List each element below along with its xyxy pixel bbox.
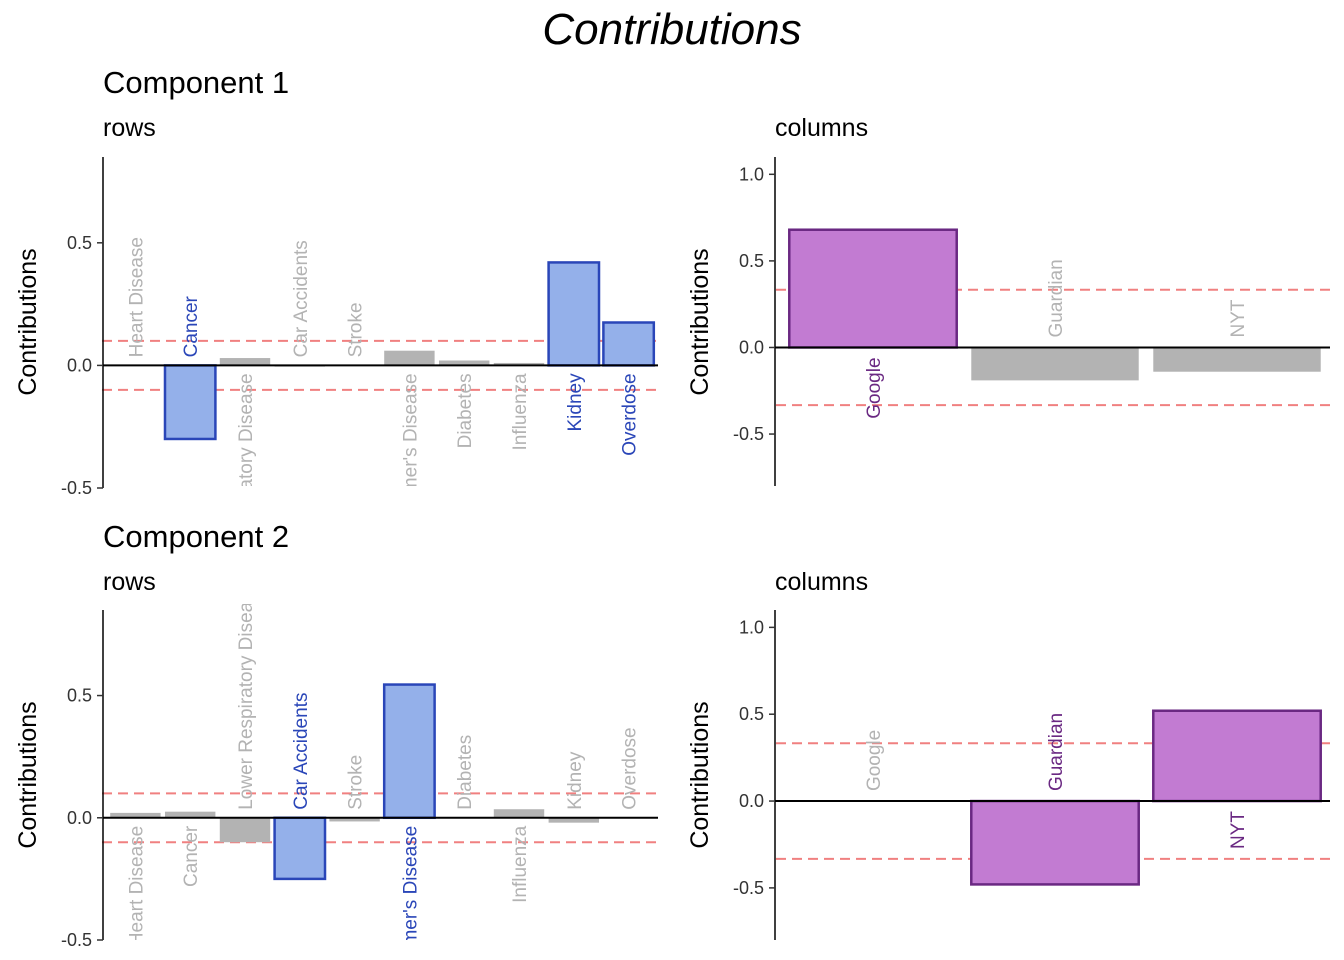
figure-title: Contributions xyxy=(542,5,801,54)
bar-label-heart-disease: Heart Disease xyxy=(126,826,147,946)
bar-label-lower-respiratory-disease: Lower Respiratory Disease xyxy=(236,582,257,810)
bar-label-overdose: Overdose xyxy=(620,373,641,455)
component-1-title: Component 1 xyxy=(103,65,289,100)
y-ticks: -0.5 0.0 0.5 1.0 xyxy=(733,164,775,444)
bar-label-google: Google xyxy=(864,730,885,791)
y-tick-label: 1.0 xyxy=(739,617,764,637)
bar-alzheimer-s-disease xyxy=(384,350,435,366)
bar-cancer xyxy=(164,811,216,818)
bar-label-influenza: Influenza xyxy=(510,373,531,451)
bar-label-alzheimer-s-disease: Alzheimer's Disease xyxy=(400,373,421,545)
y-tick-label: 0.0 xyxy=(739,791,764,811)
bar-label-overdose: Overdose xyxy=(620,727,641,809)
bar-label-diabetes: Diabetes xyxy=(455,735,476,810)
threshold-lines xyxy=(776,288,1330,407)
bar-label-guardian: Guardian xyxy=(1046,713,1067,791)
bar-cancer xyxy=(163,364,217,441)
bars xyxy=(788,228,1321,381)
bar-labels: Google Guardian NYT xyxy=(864,259,1249,418)
panel-subtitle: rows xyxy=(103,114,156,142)
y-tick-label: 0.0 xyxy=(67,808,92,828)
bar-label-influenza: Influenza xyxy=(510,825,531,903)
y-tick-label: 1.0 xyxy=(739,164,764,184)
y-tick-label: 0.5 xyxy=(67,233,92,253)
bar-label-car-accidents: Car Accidents xyxy=(291,240,312,357)
bar-heart-disease xyxy=(110,812,161,818)
bar-stroke xyxy=(329,817,380,822)
y-tick-label: 0.0 xyxy=(67,355,92,375)
panel-c1-columns: columns Contributions -0.5 0.0 0.5 1.0 Goog… xyxy=(686,114,1330,486)
bar-label-cancer: Cancer xyxy=(181,825,202,887)
y-tick-label: -0.5 xyxy=(61,930,92,950)
bar-nyt xyxy=(1152,709,1322,803)
bar-influenza xyxy=(493,809,545,818)
panel-subtitle: rows xyxy=(103,568,156,596)
bars xyxy=(110,683,654,881)
y-tick-label: 0.5 xyxy=(739,251,764,271)
bar-label-kidney: Kidney xyxy=(565,373,586,432)
bar-nyt xyxy=(1153,347,1321,372)
y-tick-label: -0.5 xyxy=(733,424,764,444)
y-tick-label: 0.5 xyxy=(739,704,764,724)
bar-label-heart-disease: Heart Disease xyxy=(126,237,147,357)
panel-c2-rows: rows Contributions -0.5 0.0 0.5 Heart Dise… xyxy=(14,568,658,960)
y-axis-label: Contributions xyxy=(14,248,42,395)
y-tick-label: -0.5 xyxy=(61,478,92,498)
bar-lower-respiratory-disease xyxy=(219,358,271,366)
y-axis-label: Contributions xyxy=(686,248,714,395)
bar-label-diabetes: Diabetes xyxy=(455,373,476,448)
bar-label-nyt: NYT xyxy=(1228,811,1249,849)
bar-label-kidney: Kidney xyxy=(565,751,586,810)
bar-label-alzheimer-s-disease: Alzheimer's Disease xyxy=(400,826,421,960)
bar-lower-respiratory-disease xyxy=(219,817,271,843)
bar-alzheimer-s-disease xyxy=(382,683,436,820)
bar-google xyxy=(788,228,958,349)
threshold-lines xyxy=(102,339,658,391)
bar-labels: Heart Disease Cancer Lower Respiratory Dis… xyxy=(126,237,641,601)
panel-subtitle: columns xyxy=(775,568,868,596)
bar-car-accidents xyxy=(273,816,327,881)
panel-c1-rows: rows Contributions -0.5 0.0 0.5 Heart Dise… xyxy=(14,114,658,601)
y-tick-label: -0.5 xyxy=(733,878,764,898)
bar-influenza xyxy=(493,362,545,366)
component-2-title: Component 2 xyxy=(103,519,289,554)
bar-label-cancer: Cancer xyxy=(181,295,202,357)
bar-guardian xyxy=(970,799,1140,886)
bar-label-stroke: Stroke xyxy=(346,755,367,810)
bars xyxy=(110,261,656,441)
y-ticks: -0.5 0.0 0.5 xyxy=(61,686,103,950)
panel-subtitle: columns xyxy=(775,114,868,142)
bars xyxy=(789,709,1322,886)
panel-c2-columns: columns Contributions -0.5 0.0 0.5 1.0 Goog… xyxy=(686,568,1330,940)
bar-guardian xyxy=(971,347,1139,381)
bar-label-car-accidents: Car Accidents xyxy=(291,693,312,810)
bar-kidney xyxy=(548,817,600,823)
bar-overdose xyxy=(602,321,656,367)
threshold-lines xyxy=(102,792,658,844)
y-ticks: -0.5 0.0 0.5 1.0 xyxy=(733,617,775,898)
y-axis-label: Contributions xyxy=(14,701,42,848)
bar-label-lower-respiratory-disease: Lower Respiratory Disease xyxy=(236,373,257,601)
y-tick-label: 0.0 xyxy=(739,337,764,357)
y-tick-label: 0.5 xyxy=(67,686,92,706)
bar-label-stroke: Stroke xyxy=(346,302,367,357)
bar-label-guardian: Guardian xyxy=(1046,259,1067,337)
y-axis-label: Contributions xyxy=(686,701,714,848)
bar-labels: Google Guardian NYT xyxy=(864,713,1249,849)
bar-label-google: Google xyxy=(864,357,885,418)
bar-diabetes xyxy=(438,360,490,366)
bar-labels: Heart Disease Cancer Lower Respiratory Dis… xyxy=(126,582,641,960)
bar-kidney xyxy=(547,261,601,367)
bar-label-nyt: NYT xyxy=(1228,299,1249,337)
y-ticks: -0.5 0.0 0.5 xyxy=(61,233,103,498)
